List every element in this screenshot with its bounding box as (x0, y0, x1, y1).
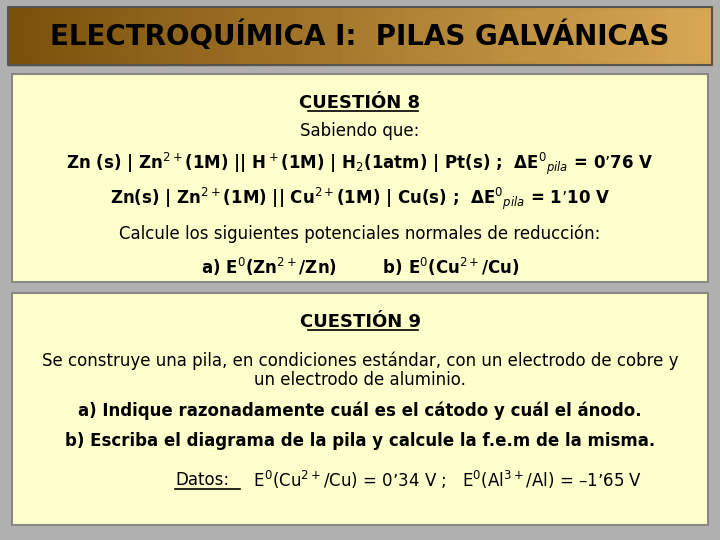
Bar (289, 7, 300, 65)
Bar (202, 7, 212, 65)
Bar (219, 7, 229, 65)
Text: b) Escriba el diagrama de la pila y calcule la f.e.m de la misma.: b) Escriba el diagrama de la pila y calc… (65, 432, 655, 450)
Text: a) Indique razonadamente cuál es el cátodo y cuál el ánodo.: a) Indique razonadamente cuál es el cáto… (78, 402, 642, 420)
Bar (175, 7, 185, 65)
Bar (501, 7, 510, 65)
Bar (333, 7, 343, 65)
Bar (703, 7, 713, 65)
Bar (96, 7, 106, 65)
Bar (228, 7, 238, 65)
Bar (545, 7, 554, 65)
Bar (351, 7, 361, 65)
Bar (694, 7, 704, 65)
Bar (685, 7, 696, 65)
Bar (158, 7, 168, 65)
Bar (395, 7, 405, 65)
FancyBboxPatch shape (12, 293, 708, 525)
Bar (298, 7, 308, 65)
Bar (26, 7, 35, 65)
Bar (122, 7, 132, 65)
Bar (536, 7, 546, 65)
Bar (456, 7, 467, 65)
Bar (598, 7, 608, 65)
Bar (140, 7, 150, 65)
Bar (17, 7, 27, 65)
Bar (246, 7, 256, 65)
Bar (8, 7, 712, 65)
Bar (166, 7, 176, 65)
Bar (606, 7, 616, 65)
Bar (43, 7, 53, 65)
Bar (254, 7, 264, 65)
Bar (422, 7, 431, 65)
Text: CUESTIÓN 9: CUESTIÓN 9 (300, 313, 420, 331)
Bar (642, 7, 652, 65)
Bar (562, 7, 572, 65)
Bar (677, 7, 687, 65)
Bar (387, 7, 396, 65)
Bar (184, 7, 194, 65)
Text: CUESTIÓN 8: CUESTIÓN 8 (300, 94, 420, 112)
Bar (316, 7, 325, 65)
Bar (624, 7, 634, 65)
Bar (237, 7, 246, 65)
Bar (272, 7, 282, 65)
Bar (52, 7, 62, 65)
Bar (325, 7, 335, 65)
Bar (439, 7, 449, 65)
Bar (413, 7, 423, 65)
Text: Zn(s) | Zn$^{2+}$(1M) || Cu$^{2+}$(1M) | Cu(s) ;  ΔE$^0$$_{pila}$ = 1’10 V: Zn(s) | Zn$^{2+}$(1M) || Cu$^{2+}$(1M) |… (109, 186, 611, 212)
Bar (307, 7, 317, 65)
Bar (483, 7, 493, 65)
Bar (589, 7, 598, 65)
Bar (78, 7, 89, 65)
Text: Calcule los siguientes potenciales normales de reducción:: Calcule los siguientes potenciales norma… (120, 225, 600, 243)
Bar (518, 7, 528, 65)
Bar (466, 7, 475, 65)
Bar (527, 7, 537, 65)
Bar (343, 7, 352, 65)
Bar (660, 7, 669, 65)
Text: ELECTROQUÍMICA I:  PILAS GALVÁNICAS: ELECTROQUÍMICA I: PILAS GALVÁNICAS (50, 21, 670, 51)
Bar (210, 7, 220, 65)
Bar (448, 7, 458, 65)
Bar (404, 7, 414, 65)
Bar (377, 7, 387, 65)
Bar (650, 7, 660, 65)
Text: Datos:: Datos: (175, 471, 229, 489)
Bar (474, 7, 485, 65)
Text: E$^0$(Cu$^{2+}$/Cu) = 0’34 V ;   E$^0$(Al$^{3+}$/Al) = –1’65 V: E$^0$(Cu$^{2+}$/Cu) = 0’34 V ; E$^0$(Al$… (243, 469, 642, 491)
Bar (131, 7, 141, 65)
Bar (633, 7, 643, 65)
Bar (114, 7, 123, 65)
Bar (369, 7, 379, 65)
Text: un electrodo de aluminio.: un electrodo de aluminio. (254, 371, 466, 389)
Bar (431, 7, 440, 65)
Bar (360, 7, 370, 65)
Bar (668, 7, 678, 65)
Bar (149, 7, 158, 65)
Text: a) E$^0$(Zn$^{2+}$/Zn)        b) E$^0$(Cu$^{2+}$/Cu): a) E$^0$(Zn$^{2+}$/Zn) b) E$^0$(Cu$^{2+}… (201, 256, 519, 278)
Bar (580, 7, 590, 65)
Bar (510, 7, 519, 65)
Bar (615, 7, 625, 65)
Bar (554, 7, 563, 65)
Bar (105, 7, 114, 65)
Bar (492, 7, 502, 65)
FancyBboxPatch shape (12, 74, 708, 282)
Bar (571, 7, 581, 65)
Bar (264, 7, 273, 65)
Bar (35, 7, 44, 65)
Bar (281, 7, 291, 65)
Bar (8, 7, 18, 65)
Text: Zn (s) | Zn$^{2+}$(1M) || H$^+$(1M) | H$_2$(1atm) | Pt(s) ;  ΔE$^0$$_{pila}$ = 0: Zn (s) | Zn$^{2+}$(1M) || H$^+$(1M) | H$… (66, 151, 654, 177)
Bar (70, 7, 79, 65)
Bar (60, 7, 71, 65)
Text: Se construye una pila, en condiciones estándar, con un electrodo de cobre y: Se construye una pila, en condiciones es… (42, 351, 678, 369)
Bar (87, 7, 97, 65)
Bar (193, 7, 202, 65)
Text: Sabiendo que:: Sabiendo que: (300, 122, 420, 140)
